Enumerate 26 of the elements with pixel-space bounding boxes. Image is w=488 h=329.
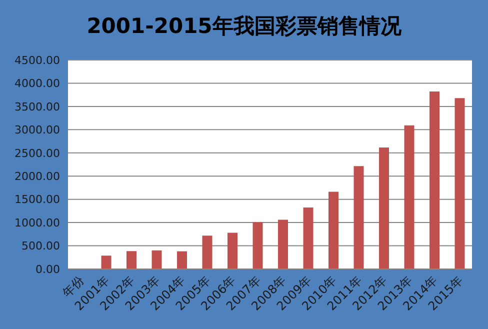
y-tick-label: 3500.00 bbox=[14, 100, 60, 114]
y-tick-label: 1000.00 bbox=[14, 216, 60, 230]
bar bbox=[278, 220, 288, 269]
y-tick-label: 500.00 bbox=[22, 240, 60, 253]
y-tick-label: 4500.00 bbox=[14, 54, 60, 67]
bar bbox=[228, 232, 238, 269]
y-tick-label: 4000.00 bbox=[14, 77, 60, 90]
y-tick-label: 2000.00 bbox=[14, 170, 60, 184]
y-tick-label: 3000.00 bbox=[14, 124, 60, 137]
bar bbox=[177, 251, 187, 269]
chart-title: 2001-2015年我国彩票销售情况 bbox=[86, 13, 402, 40]
bar bbox=[354, 166, 364, 269]
y-tick-label: 1500.00 bbox=[14, 193, 60, 206]
bar bbox=[430, 91, 440, 269]
bar bbox=[126, 251, 136, 269]
y-tick-label: 0.00 bbox=[36, 262, 60, 276]
bar bbox=[303, 207, 314, 269]
bar bbox=[454, 98, 465, 269]
bar bbox=[379, 148, 389, 269]
bar bbox=[252, 222, 263, 269]
bar bbox=[152, 250, 162, 269]
bar bbox=[101, 256, 112, 269]
bar bbox=[328, 192, 338, 269]
bar bbox=[404, 125, 414, 269]
bar bbox=[202, 236, 212, 269]
y-tick-label: 2500.00 bbox=[14, 146, 60, 160]
